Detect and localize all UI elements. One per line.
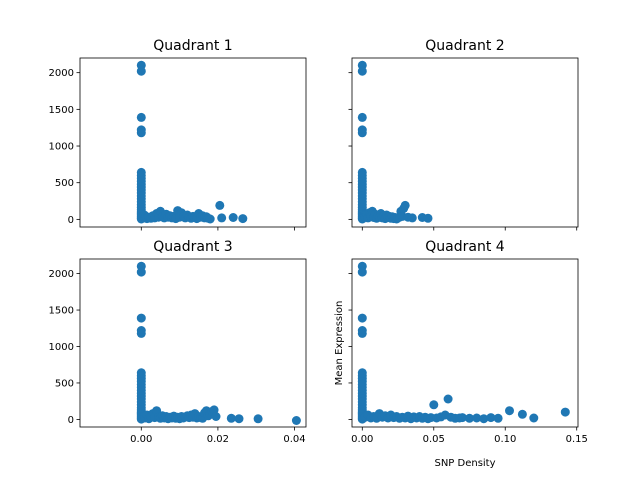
data-point xyxy=(357,328,367,338)
y-tick-label: 2000 xyxy=(49,269,74,280)
data-point xyxy=(136,267,146,277)
y-tick-label: 2000 xyxy=(49,68,74,79)
subplot-title: Quadrant 2 xyxy=(425,38,504,54)
data-point xyxy=(253,414,263,424)
x-axis-label: SNP Density xyxy=(434,458,495,469)
y-tick-label: 500 xyxy=(55,178,74,189)
data-point xyxy=(211,412,221,421)
data-point xyxy=(400,200,410,210)
data-point xyxy=(291,416,301,425)
data-point xyxy=(493,413,503,423)
data-point xyxy=(517,409,527,419)
x-tick-label: 0.00 xyxy=(130,434,152,445)
axes-frame xyxy=(79,258,307,428)
data-point xyxy=(215,200,225,210)
data-point xyxy=(136,313,146,323)
subplot-quadrant-1: Quadrant 1 0 500 1000 1500 2000 xyxy=(49,38,307,231)
subplot-title: Quadrant 4 xyxy=(425,239,505,255)
scatter-points xyxy=(357,60,433,224)
data-point xyxy=(505,406,514,416)
data-point xyxy=(465,413,474,423)
data-point xyxy=(357,128,367,138)
data-point xyxy=(205,214,215,224)
y-tick-label: 1500 xyxy=(49,105,74,116)
data-point xyxy=(429,400,439,410)
data-point xyxy=(357,112,367,122)
x-tick-label: 0.15 xyxy=(566,434,588,445)
data-point xyxy=(357,313,367,323)
scatter-points xyxy=(136,60,248,224)
data-point xyxy=(486,413,496,423)
data-point xyxy=(136,112,146,122)
data-point xyxy=(407,213,417,223)
data-point xyxy=(238,214,248,224)
data-point xyxy=(228,213,238,222)
x-tick-label: 0.00 xyxy=(351,434,373,445)
y-axis-label: Mean Expression xyxy=(334,301,345,386)
axes-frame xyxy=(351,258,579,428)
y-tick-label: 1500 xyxy=(49,306,74,317)
data-point xyxy=(423,213,433,223)
y-tick-label: 0 xyxy=(68,215,74,226)
y-tick-label: 1000 xyxy=(49,342,74,353)
data-point xyxy=(560,407,570,417)
data-point xyxy=(443,394,453,404)
data-point xyxy=(136,66,146,76)
y-tick-label: 0 xyxy=(68,415,74,426)
data-point xyxy=(357,267,367,277)
data-point xyxy=(136,128,146,138)
y-tick-label: 1000 xyxy=(49,142,74,153)
subplot-title: Quadrant 3 xyxy=(153,239,232,255)
scatter-points xyxy=(136,261,301,425)
x-tick-label: 0.04 xyxy=(283,434,305,445)
subplot-title: Quadrant 1 xyxy=(153,38,232,54)
data-point xyxy=(357,66,367,76)
data-point xyxy=(136,328,146,338)
scatter-points xyxy=(357,261,570,424)
subplot-quadrant-2: Quadrant 2 xyxy=(348,38,579,231)
y-tick-label: 500 xyxy=(55,378,74,389)
subplot-quadrant-3: Quadrant 3 0 500 1000 1500 2000 0.00 0.02 0.04 xyxy=(49,239,307,445)
data-point xyxy=(457,413,467,423)
data-point xyxy=(217,213,227,223)
subplot-quadrant-4: Quadrant 4 0.00 0.05 0.10 0.15 SNP Density Mea… xyxy=(334,239,588,469)
data-point xyxy=(226,413,236,423)
data-point xyxy=(529,413,539,423)
data-point xyxy=(472,413,482,423)
axes-frame xyxy=(79,57,307,228)
axes-frame xyxy=(351,57,579,228)
x-tick-label: 0.02 xyxy=(207,434,229,445)
x-tick-label: 0.10 xyxy=(494,434,516,445)
x-tick-label: 0.05 xyxy=(423,434,445,445)
data-point xyxy=(234,414,244,424)
data-point xyxy=(479,414,489,424)
